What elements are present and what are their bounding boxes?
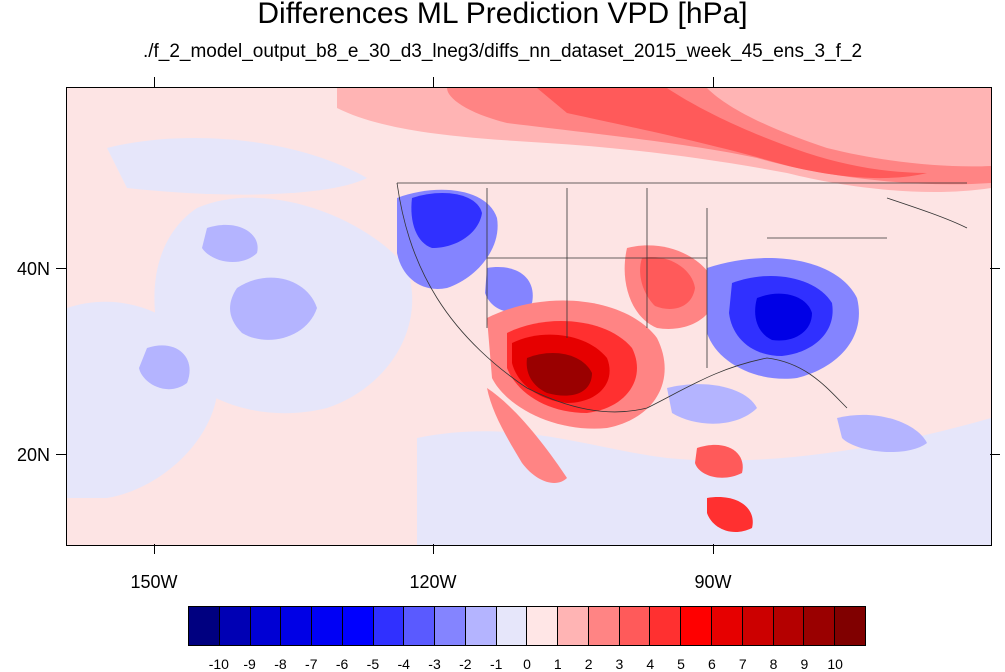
colorbar-cell — [435, 607, 466, 645]
colorbar-cell — [835, 607, 865, 645]
colorbar-cell — [465, 607, 497, 645]
chart-title: Differences ML Prediction VPD [hPa] — [257, 0, 748, 30]
colorbar-cell — [712, 607, 743, 645]
bottom-tick-120w — [433, 544, 434, 554]
colorbar-label: 8 — [769, 656, 778, 672]
lon-label-120w: 120W — [409, 572, 457, 592]
colorbar-cell — [773, 607, 805, 645]
colorbar-cell — [189, 607, 220, 645]
colorbar-label: -6 — [335, 656, 349, 672]
colorbar-label: -2 — [459, 656, 472, 672]
colorbar-label: -9 — [243, 656, 256, 672]
colorbar-cell — [373, 607, 405, 645]
colorbar-cell — [219, 607, 251, 645]
colorbar-label: 5 — [677, 656, 685, 672]
top-tick-150w — [154, 77, 155, 87]
colorbar-cell — [342, 607, 374, 645]
colorbar-label: -10 — [208, 656, 229, 672]
colorbar-cell — [650, 607, 682, 645]
colorbar-cell — [588, 607, 620, 645]
chart-subtitle: ./f_2_model_output_b8_e_30_d3_lneg3/diff… — [142, 41, 863, 62]
colorbar-label: 2 — [584, 656, 593, 672]
colorbar-cell — [527, 607, 559, 645]
lat-label-20n: 20N — [16, 445, 50, 465]
colorbar-cell — [496, 607, 528, 645]
colorbar-label: 10 — [827, 656, 843, 672]
colorbar-cell — [312, 607, 343, 645]
right-tick-20n — [990, 454, 1000, 455]
lat-label-40n: 40N — [16, 259, 50, 279]
colorbar-label: -3 — [428, 656, 441, 672]
colorbar-cell — [558, 607, 589, 645]
colorbar-cell — [681, 607, 713, 645]
colorbar-label: -5 — [366, 656, 380, 672]
lon-label-150w: 150W — [130, 572, 178, 592]
colorbar-label: 1 — [553, 656, 562, 672]
colorbar-cell — [619, 607, 651, 645]
colorbar-cell — [250, 607, 282, 645]
colorbar-cell — [742, 607, 774, 645]
bottom-tick-90w — [713, 544, 714, 554]
colorbar-label: -7 — [305, 656, 318, 672]
right-tick-40n — [990, 268, 1000, 269]
top-tick-90w — [713, 77, 714, 87]
bottom-tick-150w — [154, 544, 155, 554]
left-tick-20n — [56, 454, 66, 455]
colorbar-label: -1 — [489, 656, 503, 672]
left-tick-40n — [56, 268, 66, 269]
colorbar-cell — [804, 607, 836, 645]
vpd-difference-map — [66, 87, 992, 546]
colorbar-cell — [404, 607, 436, 645]
lon-label-90w: 90W — [694, 572, 732, 592]
top-tick-120w — [433, 77, 434, 87]
colorbar-label: -4 — [397, 656, 410, 672]
colorbar-cell — [281, 607, 313, 645]
colorbar-label: 7 — [738, 656, 747, 672]
colorbar-label: -8 — [274, 656, 287, 672]
colorbar-label: 9 — [800, 656, 809, 672]
colorbar-label: 3 — [615, 656, 624, 672]
colorbar-label: 4 — [646, 656, 655, 672]
colorbar — [188, 606, 866, 646]
colorbar-label: 6 — [708, 656, 716, 672]
colorbar-label: 0 — [523, 656, 531, 672]
